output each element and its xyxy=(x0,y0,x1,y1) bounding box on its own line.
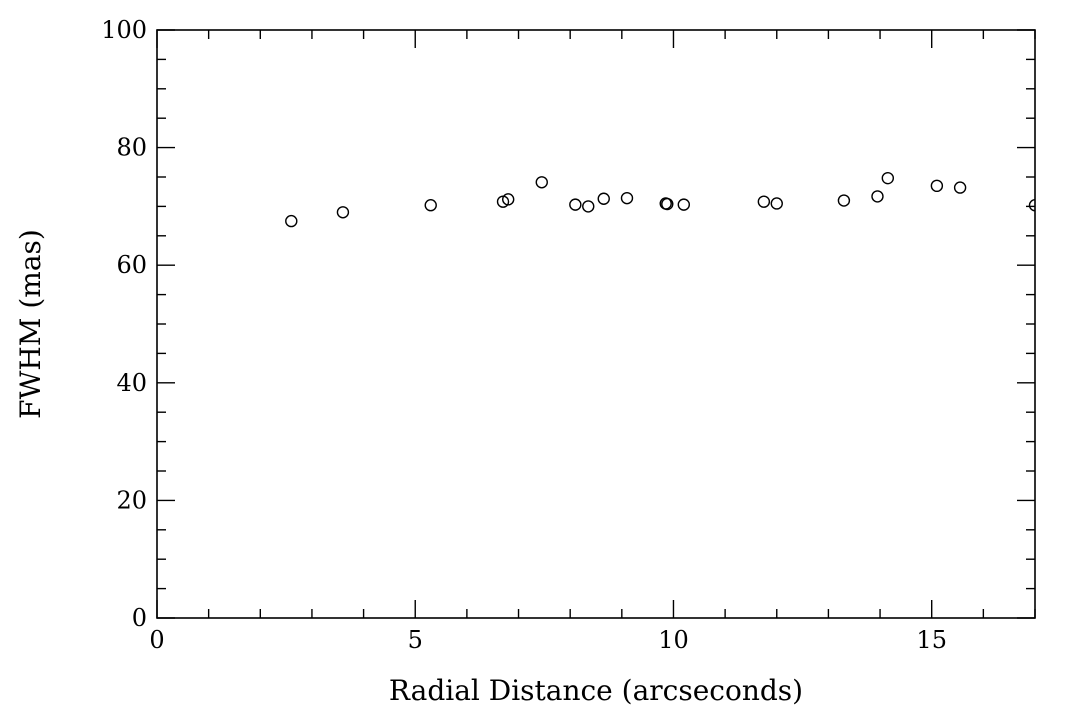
data-point xyxy=(677,198,690,211)
x-tick-label: 5 xyxy=(408,626,423,654)
y-tick-label: 0 xyxy=(132,604,147,632)
tick-labels: 0 5 10 15 0 20 40 60 80 100 xyxy=(101,16,947,654)
data-point xyxy=(620,191,634,205)
data-point xyxy=(770,197,783,210)
data-point xyxy=(582,200,595,213)
x-tick-label: 15 xyxy=(916,626,947,654)
data-point xyxy=(757,195,771,208)
x-axis-title: Radial Distance (arcseconds) xyxy=(389,674,803,707)
axis-ticks xyxy=(156,29,1036,619)
y-tick-label: 60 xyxy=(116,251,147,279)
data-point xyxy=(1028,199,1035,212)
data-point xyxy=(424,199,437,212)
y-tick-label: 80 xyxy=(116,134,147,162)
data-point xyxy=(930,179,944,193)
y-tick-label: 20 xyxy=(116,486,147,514)
y-tick-label: 100 xyxy=(101,16,147,44)
data-point xyxy=(871,190,884,203)
data-point xyxy=(285,214,298,228)
data-point xyxy=(336,206,350,219)
data-point xyxy=(502,193,515,206)
data-point xyxy=(953,181,967,194)
y-axis-title: FWHM (mas) xyxy=(14,229,47,419)
data-point xyxy=(661,197,674,211)
data-point xyxy=(569,198,582,211)
plot-frame xyxy=(156,29,1036,619)
x-tick-label: 10 xyxy=(658,626,689,654)
x-tick-label: 0 xyxy=(149,626,164,654)
data-points xyxy=(285,171,1035,228)
data-point xyxy=(597,192,610,205)
data-point xyxy=(881,171,895,185)
data-point xyxy=(535,176,548,189)
y-tick-label: 40 xyxy=(116,369,147,397)
data-point xyxy=(837,194,851,207)
